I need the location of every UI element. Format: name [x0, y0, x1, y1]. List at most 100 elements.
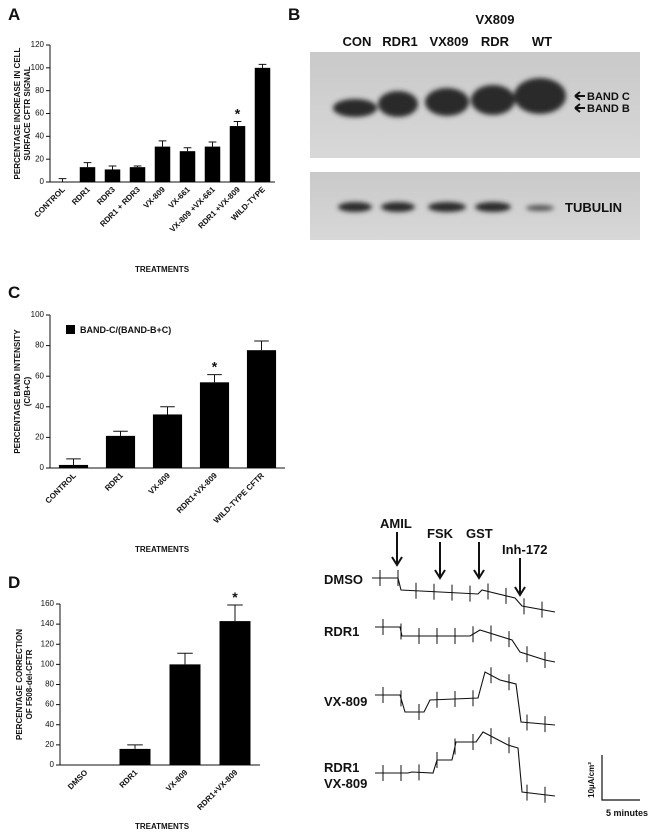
y-tick-label: 80 — [45, 680, 54, 689]
error-bar — [233, 120, 242, 127]
y-axis-label-line: OF F508-del-CFTR — [25, 649, 34, 719]
panel-letter: C — [8, 283, 20, 302]
condition-label: RDR1 — [324, 624, 359, 639]
legend-label: BAND-C/(BAND-B+C) — [80, 325, 171, 335]
x-tick-label: RDR1 — [103, 471, 125, 493]
bar — [104, 169, 121, 182]
band-label: BAND B — [587, 103, 630, 115]
error-bar — [177, 652, 193, 665]
error-bar — [127, 744, 143, 749]
x-axis-label: TREATMENTS — [135, 265, 190, 274]
y-tick-label: 100 — [41, 659, 55, 668]
y-tick-label: 0 — [40, 177, 45, 186]
y-tick-label: 140 — [41, 619, 55, 628]
lane-label: RDR — [481, 34, 510, 49]
y-tick-label: 20 — [35, 154, 44, 163]
legend-swatch — [66, 325, 75, 334]
y-tick-label: 100 — [31, 310, 45, 319]
lane-label: RDR1 — [382, 34, 417, 49]
error-bar — [158, 140, 167, 147]
panel-letter: B — [288, 5, 300, 24]
y-tick-label: 0 — [40, 463, 45, 472]
x-tick-label: DMSO — [66, 768, 89, 791]
x-tick-label: RDR3 — [95, 185, 117, 207]
y-axis-label-line: PERCENTAGE BAND INTENSITY — [13, 329, 22, 454]
error-bar — [113, 430, 128, 436]
arrow — [391, 532, 403, 567]
error-bar — [208, 141, 217, 147]
y-tick-label: 60 — [35, 371, 44, 380]
x-tick-label: WILD-TYPE CFTR — [212, 471, 266, 525]
error-bar — [258, 63, 267, 68]
x-axis-label: TREATMENTS — [135, 822, 190, 831]
scale-bar — [601, 755, 640, 801]
drug-label: Inh-172 — [502, 542, 548, 557]
y-axis-label: PERCENTAGE BAND INTENSITY(C/B+C) — [13, 329, 32, 454]
arrow — [514, 558, 526, 597]
bar — [179, 151, 196, 182]
bar — [154, 146, 171, 182]
x-tick-label: RDR1+VX-809 — [195, 768, 239, 812]
x-tick-label: RDR1 — [118, 768, 140, 790]
y-axis-label: PERCENTAGE CORRECTIONOF F508-del-CFTR — [15, 629, 34, 740]
panel-letter: D — [8, 573, 20, 592]
y-axis-label: PERCENTAGE INCREASE IN CELLSURFACE CFTR … — [13, 47, 32, 179]
y-tick-label: 40 — [35, 402, 44, 411]
bar — [169, 664, 201, 765]
x-tick-label: VX-809 — [142, 185, 168, 211]
bar — [246, 350, 277, 468]
bar — [199, 382, 230, 468]
lane-label: WT — [532, 34, 552, 49]
lane-label: VX809 — [429, 34, 468, 49]
x-tick-label: RDR1+VX-809 — [175, 471, 219, 515]
arrow — [473, 542, 485, 580]
error-bar — [108, 165, 117, 170]
error-bar — [183, 147, 192, 152]
x-tick-label: CONTROL — [33, 185, 67, 219]
error-bar — [133, 165, 142, 168]
y-tick-label: 40 — [35, 131, 44, 140]
trace — [375, 626, 556, 663]
bar — [105, 435, 136, 468]
y-axis-label-line: PERCENTAGE INCREASE IN CELL — [13, 47, 22, 179]
bar — [129, 167, 146, 182]
error-bar — [58, 178, 67, 182]
y-tick-label: 60 — [45, 700, 54, 709]
annotation: * — [232, 589, 238, 605]
annotation: * — [212, 359, 218, 375]
lane-header: VX809 — [475, 12, 514, 27]
trace — [375, 731, 556, 797]
y-tick-label: 80 — [35, 86, 44, 95]
bar — [229, 126, 246, 182]
y-tick-label: 120 — [31, 40, 45, 49]
y-tick-label: 40 — [45, 720, 54, 729]
x-tick-label: RDR1 — [70, 185, 92, 207]
y-axis-label-line: PERCENTAGE CORRECTION — [15, 629, 24, 740]
bar — [204, 146, 221, 182]
bar — [219, 621, 251, 765]
error-bar — [66, 458, 81, 465]
band-label: BAND C — [587, 91, 630, 103]
bar — [58, 464, 89, 468]
blot-bands — [333, 78, 566, 212]
band-arrow — [574, 91, 585, 113]
y-tick-label: 160 — [41, 599, 55, 608]
y-axis-label-line: SURFACE CFTR SIGNAL — [23, 66, 32, 160]
y-tick-label: 60 — [35, 109, 44, 118]
error-bar — [160, 406, 175, 415]
y-tick-label: 0 — [50, 760, 55, 769]
error-bar — [207, 374, 222, 383]
lane-label: CON — [343, 34, 372, 49]
y-tick-label: 120 — [41, 639, 55, 648]
y-tick-label: 100 — [31, 63, 45, 72]
y-axis-label-line: (C/B+C) — [23, 376, 32, 406]
x-tick-label: VX-809 — [147, 471, 173, 497]
bar — [152, 414, 183, 468]
trace — [372, 577, 556, 613]
panel-letter: A — [8, 5, 20, 24]
arrow — [434, 542, 446, 580]
loading-label: TUBULIN — [565, 200, 622, 215]
bar — [79, 167, 96, 182]
trace — [375, 671, 556, 726]
